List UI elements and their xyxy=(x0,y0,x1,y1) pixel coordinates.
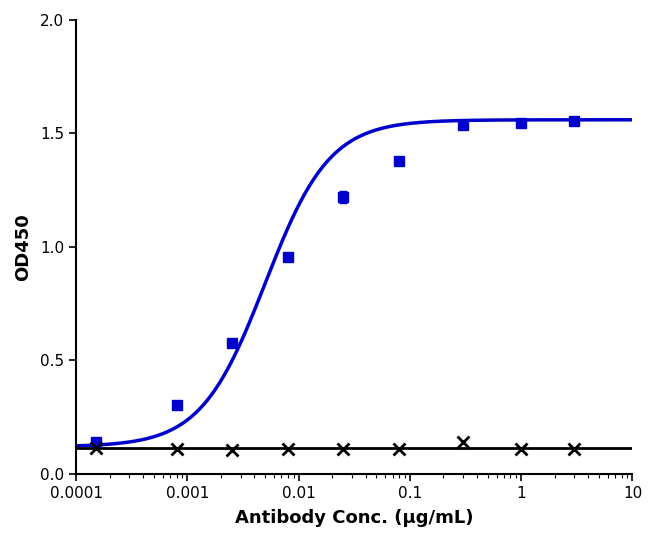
X-axis label: Antibody Conc. (μg/mL): Antibody Conc. (μg/mL) xyxy=(235,509,474,527)
Y-axis label: OD450: OD450 xyxy=(14,213,32,281)
